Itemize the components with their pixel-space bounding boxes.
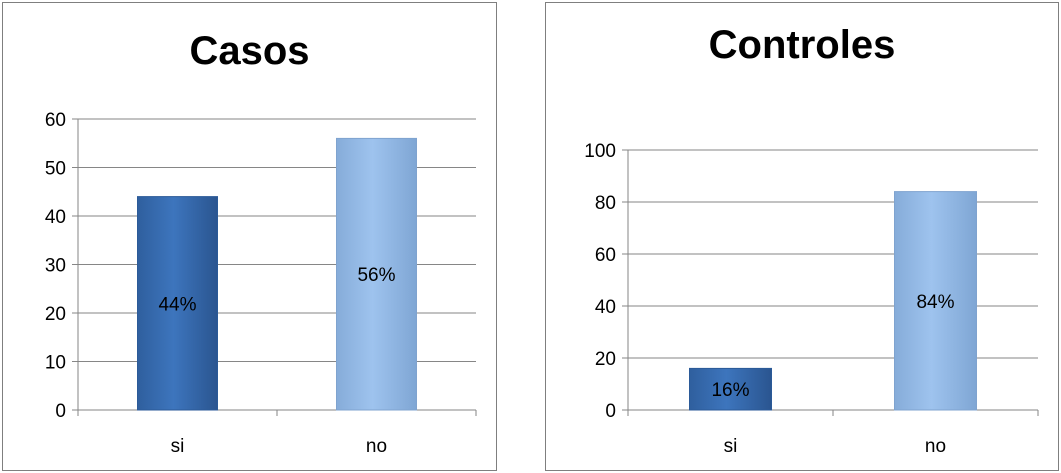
- y-tick-label: 40: [595, 297, 616, 318]
- x-tick-label: no: [925, 436, 946, 457]
- chart-title: Casos: [189, 29, 310, 73]
- y-tick-label: 50: [45, 159, 66, 180]
- y-tick-label: 40: [45, 207, 66, 228]
- y-tick-label: 0: [55, 401, 66, 422]
- chart-casos-panel: Casos 0 10 20 30 40 50 60 44% si 56% no: [2, 2, 497, 471]
- chart-title: Controles: [708, 23, 896, 67]
- y-tick-label: 60: [595, 245, 616, 266]
- bar-si: [689, 367, 772, 411]
- bar-no: [894, 191, 977, 411]
- x-tick-label: si: [171, 436, 185, 457]
- data-label: 56%: [357, 265, 395, 286]
- y-tick-label: 30: [45, 256, 66, 277]
- chart-controles-plot: 0 20 40 60 80 100 16% si 84% no: [584, 141, 1039, 457]
- y-tick-label: 0: [605, 401, 616, 422]
- data-label: 16%: [711, 380, 749, 401]
- bar-si: [137, 196, 218, 411]
- data-label: 44%: [158, 294, 196, 315]
- y-tick-label: 80: [595, 193, 616, 214]
- data-label: 84%: [916, 292, 954, 313]
- chart-controles-panel: Controles 0 20 40 60 80 100 16% si 84% no: [545, 2, 1059, 471]
- y-tick-label: 10: [45, 353, 66, 374]
- bar-no: [336, 137, 417, 411]
- x-tick-label: no: [366, 436, 387, 457]
- x-tick-label: si: [724, 436, 738, 457]
- y-tick-label: 20: [45, 304, 66, 325]
- y-tick-label: 100: [584, 141, 616, 162]
- y-tick-label: 20: [595, 349, 616, 370]
- y-tick-label: 60: [45, 110, 66, 131]
- chart-casos-plot: 0 10 20 30 40 50 60 44% si 56% no: [45, 110, 477, 457]
